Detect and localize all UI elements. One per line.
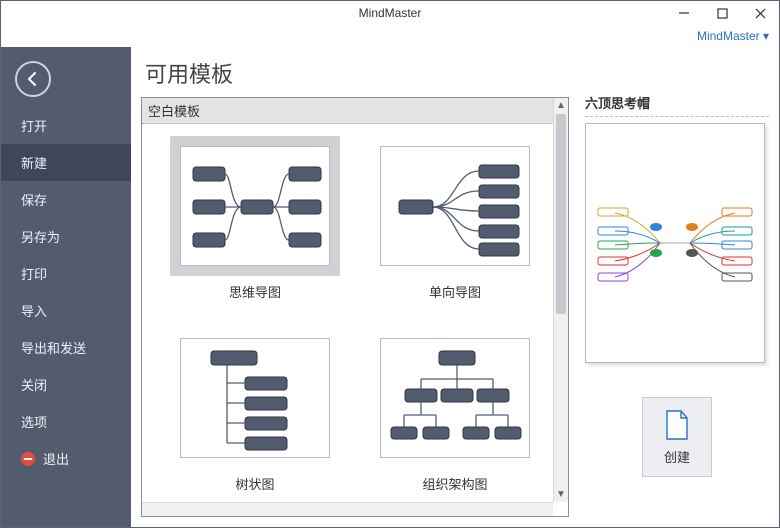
template-thumb bbox=[380, 338, 530, 458]
exit-icon bbox=[21, 452, 35, 466]
sidebar-item-3[interactable]: 另存为 bbox=[1, 218, 131, 255]
template-item-right-map[interactable]: 单向导图 bbox=[360, 136, 550, 308]
titlebar: MindMaster bbox=[1, 1, 779, 25]
section-header: 空白模板 bbox=[142, 98, 568, 124]
preview-box bbox=[585, 123, 765, 363]
horizontal-scrollbar[interactable] bbox=[142, 502, 553, 516]
create-button[interactable]: 创建 bbox=[642, 397, 712, 477]
template-thumb bbox=[380, 146, 530, 266]
sidebar-item-0[interactable]: 打开 bbox=[1, 107, 131, 144]
close-button[interactable] bbox=[741, 1, 779, 25]
template-label: 组织架构图 bbox=[422, 474, 487, 493]
create-row: 创建 bbox=[585, 397, 769, 477]
caption-controls bbox=[665, 1, 779, 25]
app-window: MindMaster MindMaster ▾ 打开新建保存另存为打印导入导出和… bbox=[0, 0, 780, 528]
template-thumb-wrap bbox=[370, 136, 540, 276]
template-thumb bbox=[180, 338, 330, 458]
sidebar-item-label: 导出和发送 bbox=[21, 338, 86, 357]
sidebar-item-label: 导入 bbox=[21, 301, 47, 320]
template-label: 单向导图 bbox=[429, 282, 481, 301]
preview-title: 六顶思考帽 bbox=[585, 93, 769, 117]
template-thumb-wrap bbox=[170, 136, 340, 276]
sidebar-item-7[interactable]: 关闭 bbox=[1, 366, 131, 403]
template-item-mindmap[interactable]: 思维导图 bbox=[160, 136, 350, 308]
create-button-label: 创建 bbox=[664, 447, 690, 466]
back-button[interactable] bbox=[15, 61, 51, 97]
titlebar-title: MindMaster bbox=[359, 6, 422, 20]
template-thumb-wrap bbox=[170, 328, 340, 468]
sidebar-item-4[interactable]: 打印 bbox=[1, 255, 131, 292]
vertical-scrollbar[interactable]: ▲ ▼ bbox=[553, 98, 568, 502]
body: 打开新建保存另存为打印导入导出和发送关闭选项退出 可用模板 空白模板 思维导图 bbox=[1, 47, 779, 527]
new-document-icon bbox=[664, 409, 690, 441]
main: 可用模板 空白模板 思维导图 单向导图 bbox=[131, 47, 779, 527]
template-item-org-chart[interactable]: 组织架构图 bbox=[360, 328, 550, 500]
sidebar-item-2[interactable]: 保存 bbox=[1, 181, 131, 218]
minimize-button[interactable] bbox=[665, 1, 703, 25]
sidebar-item-label: 打印 bbox=[21, 264, 47, 283]
sidebar: 打开新建保存另存为打印导入导出和发送关闭选项退出 bbox=[1, 47, 131, 527]
preview-svg bbox=[590, 183, 760, 303]
template-label: 树状图 bbox=[235, 474, 274, 493]
main-left: 可用模板 空白模板 思维导图 单向导图 bbox=[141, 51, 569, 517]
sidebar-item-9[interactable]: 退出 bbox=[1, 440, 131, 477]
page-title: 可用模板 bbox=[141, 51, 569, 97]
brand-link[interactable]: MindMaster ▾ bbox=[697, 29, 769, 43]
sidebar-item-label: 保存 bbox=[21, 190, 47, 209]
scroll-thumb[interactable] bbox=[556, 114, 566, 314]
subheader: MindMaster ▾ bbox=[1, 25, 779, 47]
sidebar-item-8[interactable]: 选项 bbox=[1, 403, 131, 440]
sidebar-item-label: 新建 bbox=[21, 153, 47, 172]
template-label: 思维导图 bbox=[229, 282, 281, 301]
sidebar-item-label: 另存为 bbox=[21, 227, 60, 246]
template-item-tree-left[interactable]: 树状图 bbox=[160, 328, 350, 500]
template-thumb-wrap bbox=[370, 328, 540, 468]
template-thumb bbox=[180, 146, 330, 266]
scroll-down-arrow[interactable]: ▼ bbox=[554, 487, 568, 502]
sidebar-item-6[interactable]: 导出和发送 bbox=[1, 329, 131, 366]
sidebar-item-5[interactable]: 导入 bbox=[1, 292, 131, 329]
template-grid: 思维导图 单向导图 树状图 bbox=[142, 124, 568, 502]
sidebar-item-label: 退出 bbox=[43, 449, 69, 468]
sidebar-item-label: 关闭 bbox=[21, 375, 47, 394]
sidebar-item-1[interactable]: 新建 bbox=[1, 144, 131, 181]
scroll-up-arrow[interactable]: ▲ bbox=[554, 98, 568, 113]
sidebar-item-label: 选项 bbox=[21, 412, 47, 431]
templates-box: 空白模板 思维导图 单向导图 bbox=[141, 97, 569, 517]
right-panel: 六顶思考帽 bbox=[569, 51, 769, 517]
maximize-button[interactable] bbox=[703, 1, 741, 25]
sidebar-item-label: 打开 bbox=[21, 116, 47, 135]
